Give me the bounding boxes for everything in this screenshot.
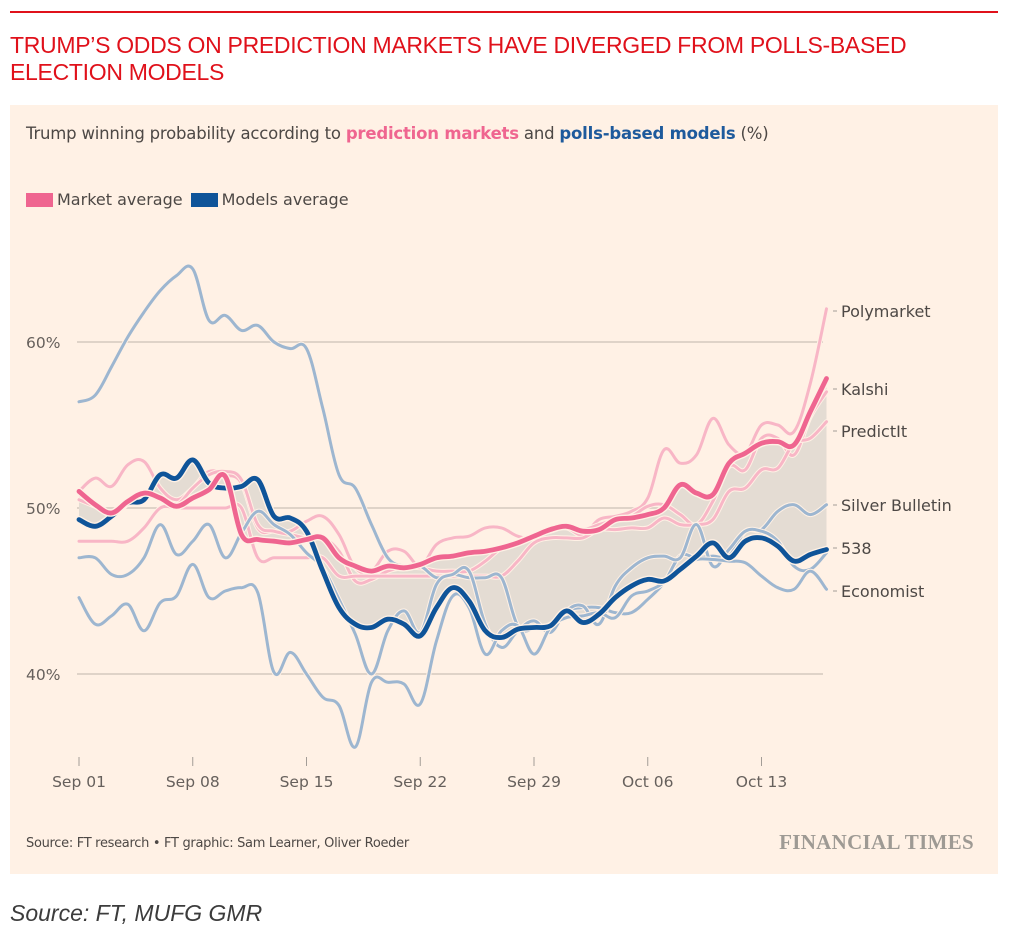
subtitle-suffix: (%) <box>735 124 769 143</box>
x-tick-label-sep-08: Sep 08 <box>166 773 220 791</box>
x-tick-label-sep-22: Sep 22 <box>393 773 447 791</box>
series-line-models-average <box>76 457 829 640</box>
subtitle-middle: and <box>518 124 560 143</box>
series-line-market-average <box>76 376 829 574</box>
ft-logo: FINANCIAL TIMES <box>779 830 974 854</box>
gap-band <box>79 378 827 638</box>
legend-label-market-average: Market average <box>57 190 183 209</box>
x-tick-label-oct-13: Oct 13 <box>736 773 787 791</box>
series-line-538 <box>77 509 828 676</box>
series-label-silver-bulletin: Silver Bulletin <box>841 496 952 515</box>
series-label-polymarket: Polymarket <box>841 302 931 321</box>
subtitle-polls-based-models: polls-based models <box>559 124 736 143</box>
y-tick-label-50: 50% <box>26 500 60 518</box>
x-tick-label-sep-15: Sep 15 <box>280 773 334 791</box>
average-series <box>75 374 831 642</box>
gap-band-area <box>79 378 827 638</box>
x-tick-label-oct-06: Oct 06 <box>622 773 673 791</box>
y-tick-label-60: 60% <box>26 334 60 352</box>
series-line-economist <box>77 557 828 749</box>
series-label-538: 538 <box>841 539 872 558</box>
top-red-rule <box>10 11 998 13</box>
y-axis: 40% 50% 60% <box>26 334 60 684</box>
subtitle-prediction-markets: prediction markets <box>345 124 519 143</box>
x-tick-label-sep-29: Sep 29 <box>507 773 561 791</box>
series-label-economist: Economist <box>841 582 924 601</box>
chart-subtitle: Trump winning probability according to p… <box>26 124 769 143</box>
subtitle-prefix: Trump winning probability according to <box>26 124 346 143</box>
y-tick-label-40: 40% <box>26 666 60 684</box>
legend: Market average Models average <box>26 190 357 209</box>
source-note: Source: FT research • FT graphic: Sam Le… <box>26 836 409 851</box>
headline: TRUMP’S ODDS ON PREDICTION MARKETS HAVE … <box>10 32 907 85</box>
x-axis: Sep 01 Sep 08 Sep 15 Sep 22 Sep 29 Oct 06 Oct … <box>52 757 787 791</box>
x-tick-label-sep-01: Sep 01 <box>52 773 106 791</box>
outer-source-note: Source: FT, MUFG GMR <box>10 900 263 926</box>
legend-swatch-models-average <box>190 192 218 207</box>
series-label-predictit: PredictIt <box>841 422 907 441</box>
series-label-kalshi: Kalshi <box>841 380 888 399</box>
legend-item-models-average: Models average <box>190 190 349 209</box>
legend-item-market-average: Market average <box>26 190 183 209</box>
legend-swatch-market-average <box>26 192 53 207</box>
legend-label-models-average: Models average <box>221 190 349 209</box>
series-labels: 538 Polymarket Kalshi PredictIt Silver Bulle… <box>833 302 952 601</box>
